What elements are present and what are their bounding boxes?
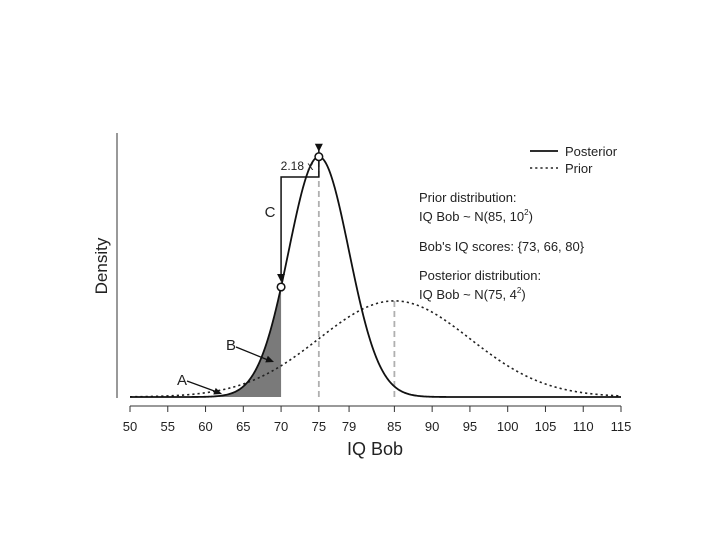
posterior-formula-exponent: 2 (517, 286, 522, 295)
annotation-arrow-b (235, 346, 269, 361)
posterior-formula: IQ Bob ~ N(75, 42) (419, 286, 526, 302)
posterior-formula-main: IQ Bob ~ N(75, 4 (419, 287, 517, 302)
annotation-label-b: B (226, 337, 236, 354)
x-tick-label: 115 (611, 419, 632, 434)
x-tick-label: 105 (535, 419, 557, 434)
legend-label-posterior: Posterior (565, 144, 618, 159)
posterior-formula-end: ) (521, 287, 525, 302)
annotation-arrow-a (186, 380, 218, 393)
scores-text: Bob's IQ scores: {73, 66, 80} (419, 239, 585, 254)
legend: Posterior Prior (530, 144, 618, 176)
x-tick-label: 90 (425, 419, 439, 434)
posterior-title: Posterior distribution: (419, 268, 541, 283)
y-axis-label: Density (92, 237, 111, 294)
ratio-bracket (280, 148, 320, 279)
reference-lines (317, 156, 396, 397)
prior-formula: IQ Bob ~ N(85, 102) (419, 208, 533, 224)
x-tick-label: 79 (342, 419, 356, 434)
ratio-label: 2.18 x (281, 159, 314, 173)
prior-formula-exponent: 2 (524, 208, 529, 217)
prior-density-curve (129, 300, 622, 398)
x-tick-label: 70 (274, 419, 288, 434)
x-tick-label: 110 (573, 419, 594, 434)
posterior-density-curve (130, 155, 621, 398)
x-tick-label: 55 (161, 419, 175, 434)
x-tick-label: 60 (198, 419, 212, 434)
annotation-arrow-b-head (265, 355, 274, 363)
x-axis-ticks: 50 55 60 65 70 75 79 85 90 95 100 105 110 115 (123, 406, 632, 434)
annotation-label-a: A (177, 372, 187, 389)
x-tick-label: 85 (387, 419, 401, 434)
prior-title: Prior distribution: (419, 190, 517, 205)
x-tick-label: 75 (312, 419, 326, 434)
annotation-arrow-a-head (213, 387, 222, 395)
prior-formula-main: IQ Bob ~ N(85, 10 (419, 209, 524, 224)
x-axis-label: IQ Bob (347, 439, 403, 459)
x-tick-label: 100 (497, 419, 519, 434)
legend-label-prior: Prior (565, 161, 593, 176)
posterior-point-75 (314, 152, 324, 162)
x-tick-label: 50 (123, 419, 137, 434)
x-tick-label: 95 (463, 419, 477, 434)
posterior-point-70 (276, 282, 286, 292)
ratio-arrow-head-low (277, 273, 286, 282)
ratio-arrow-head-top (314, 143, 323, 152)
prior-formula-end: ) (529, 209, 533, 224)
x-tick-label: 65 (236, 419, 250, 434)
shaded-tail-area (130, 287, 282, 397)
annotation-label-c: C (265, 204, 276, 221)
